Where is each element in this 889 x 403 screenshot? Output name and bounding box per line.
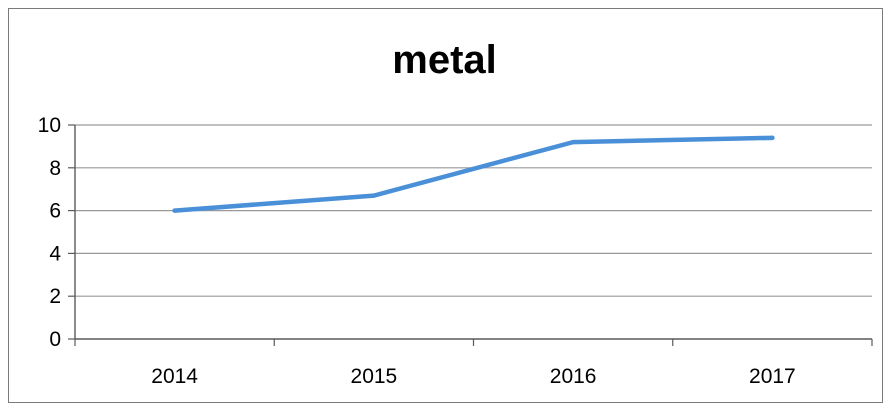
y-tick-label: 2 [49, 285, 61, 308]
data-point [770, 135, 775, 141]
x-tick-label: 2017 [749, 365, 796, 388]
y-tick-label: 0 [49, 328, 61, 351]
y-tick-label: 10 [38, 114, 61, 137]
data-point [371, 193, 377, 198]
series-layer [172, 135, 775, 213]
data-point [570, 139, 576, 145]
x-tick-label: 2014 [151, 365, 198, 388]
data-point [172, 208, 177, 213]
gridlines [75, 124, 872, 297]
y-tick-label: 8 [49, 157, 61, 180]
x-tick-label: 2016 [550, 365, 597, 388]
axes [68, 124, 873, 346]
chart-frame [8, 8, 883, 403]
y-tick-label: 4 [49, 242, 61, 265]
chart-title: metal [392, 38, 497, 82]
tick-labels: 0 2 4 6 8 10 2014 2015 2016 2017 [38, 114, 796, 388]
y-tick-label: 6 [49, 200, 61, 223]
x-tick-label: 2015 [351, 365, 398, 388]
series-line [172, 135, 775, 213]
